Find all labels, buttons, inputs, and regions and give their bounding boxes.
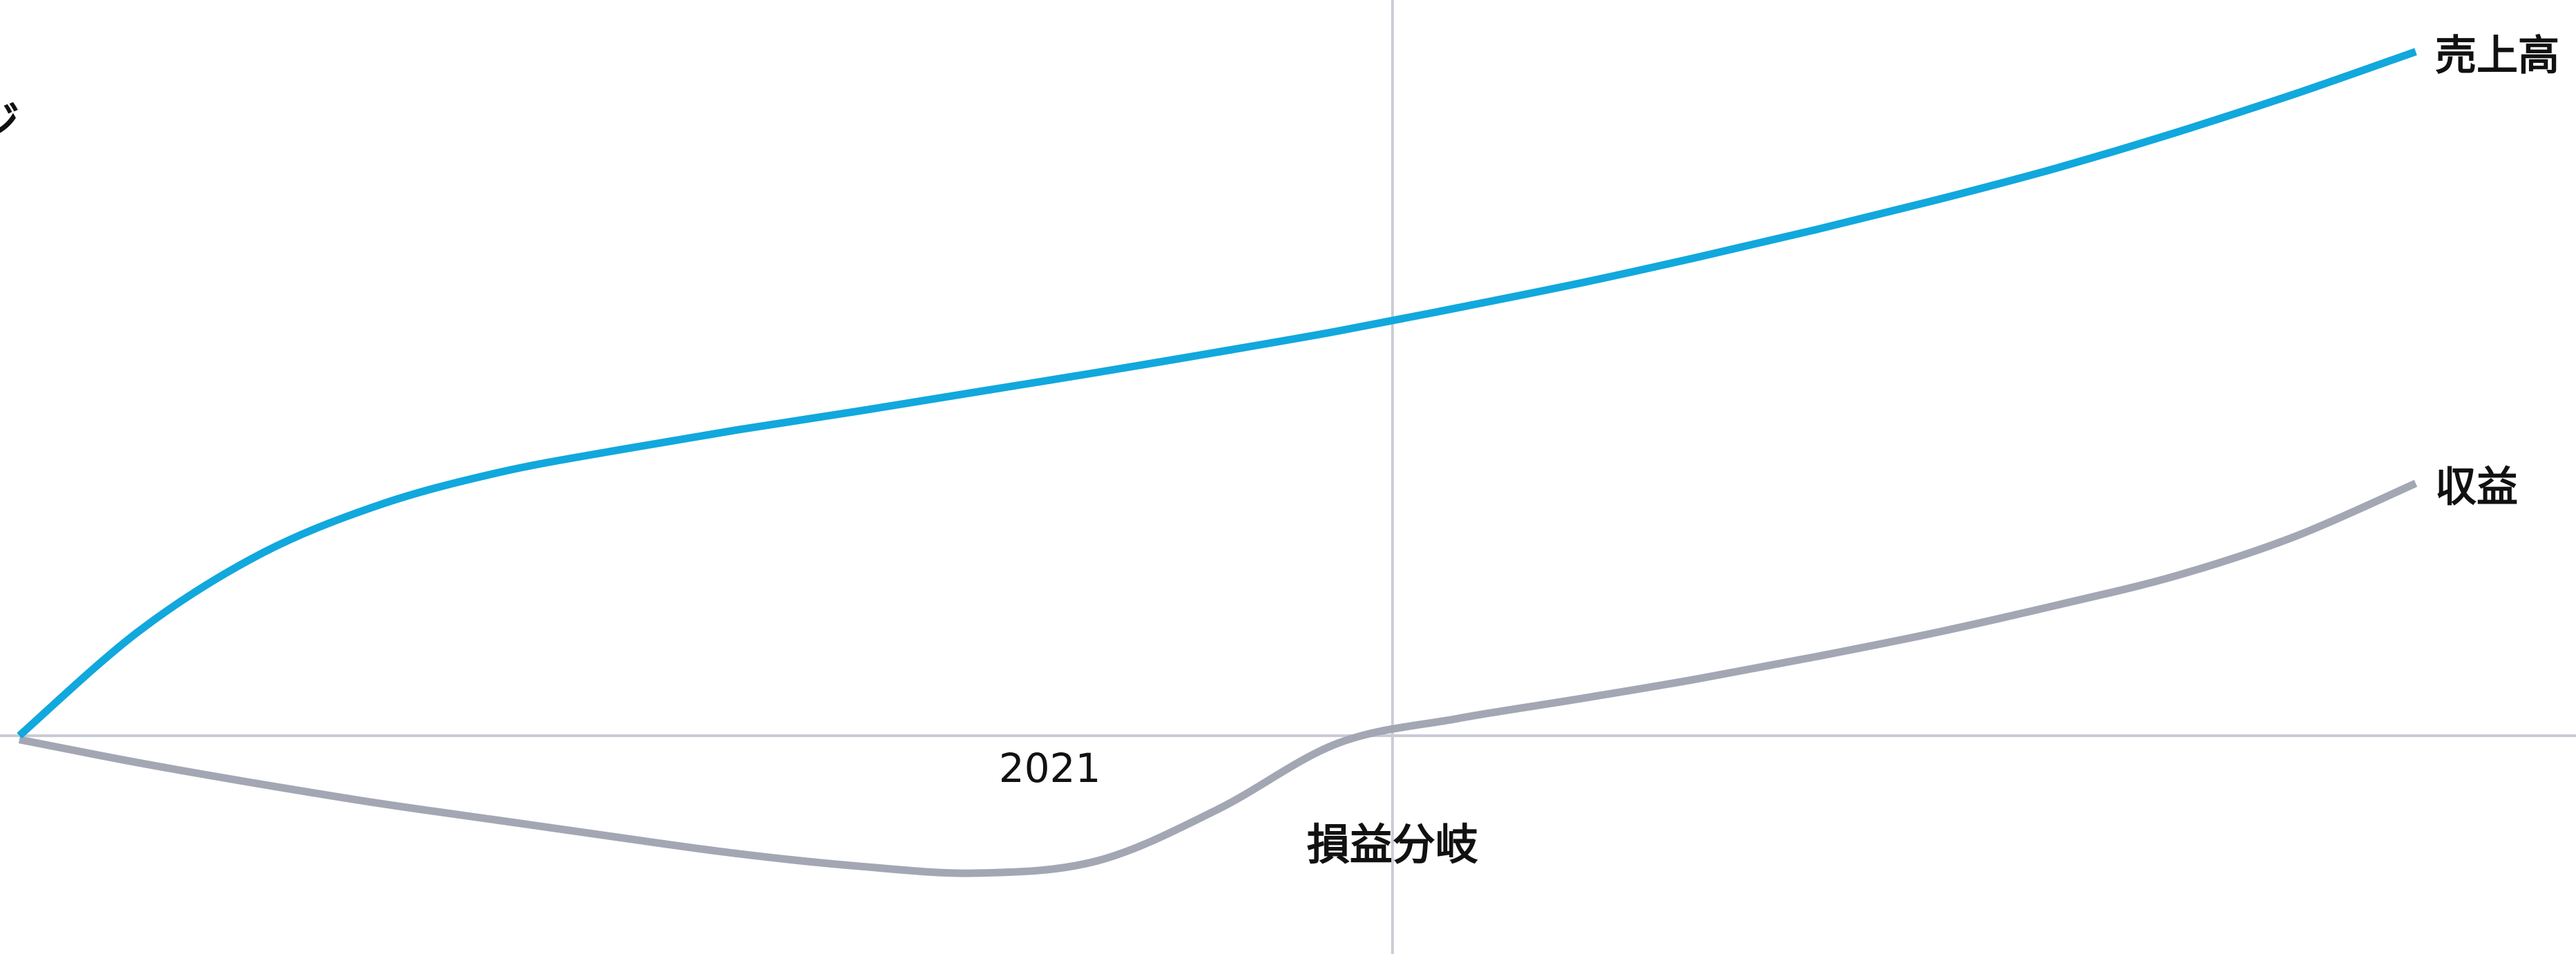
series-label-sales: 売上高: [2435, 32, 2559, 80]
series-line-profit: [18, 479, 2418, 877]
partial-left-label: ジ: [0, 97, 19, 147]
series-label-profit: 収益: [2435, 464, 2518, 512]
breakeven-annotation: 損益分岐: [1307, 819, 1478, 870]
series-line-sales: [17, 48, 2417, 739]
x-tick-label: 2021: [999, 745, 1101, 792]
